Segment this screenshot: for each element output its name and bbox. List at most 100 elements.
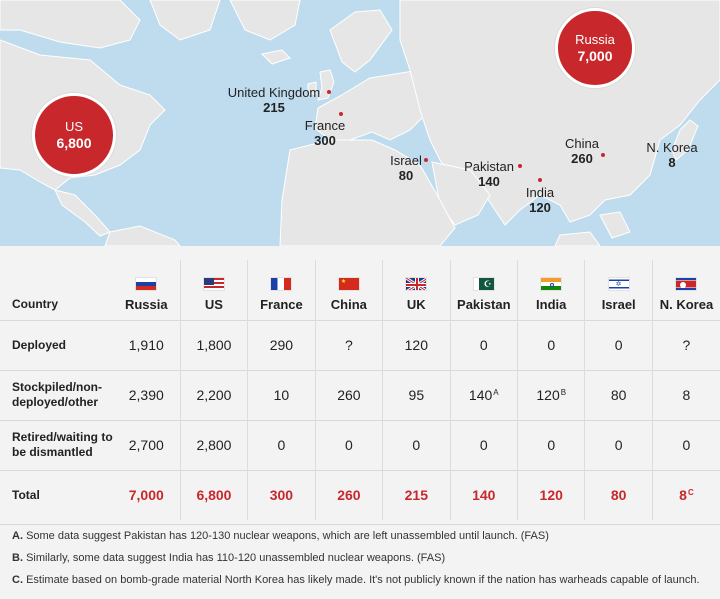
table-cell: 6,800 (179, 469, 248, 520)
country-name: US (204, 297, 223, 313)
map-label-india-name: India (525, 185, 555, 200)
map-label-pakistan-name: Pakistan (464, 159, 514, 174)
table-cell: 0 (314, 419, 383, 470)
cell-value: 140 (468, 387, 493, 403)
table-cell: 95 (382, 369, 451, 420)
table-cell: 10 (247, 369, 316, 420)
column-header-country: Country (12, 296, 58, 311)
row-label: Stockpiled/non-deployed/other (0, 369, 113, 420)
table-cell: 2,700 (112, 419, 181, 470)
map-label-pakistan: Pakistan 140 (460, 159, 518, 189)
flag-pakistan-icon: ☪ (472, 277, 495, 292)
table-row-total: Total 7,000 6,800 300 260 215 140 120 80… (0, 469, 720, 520)
map-dot-israel (424, 158, 428, 162)
flag-uk-icon (405, 277, 428, 292)
flag-china-icon: ★ (337, 277, 360, 292)
table-cell: 0 (449, 319, 518, 370)
table-cell: 140 (449, 469, 518, 520)
country-name: India (536, 297, 567, 313)
table-cell: ? (651, 319, 720, 370)
footnote-key: B. (12, 552, 23, 564)
country-name: Pakistan (457, 297, 511, 313)
country-name: N. Korea (659, 297, 714, 313)
table-cell: 7,000 (112, 469, 181, 520)
footnote-marker: B (560, 388, 567, 397)
map-label-india-count: 120 (529, 200, 551, 215)
table-cell: 215 (382, 469, 451, 520)
footnote-key: C. (12, 574, 23, 586)
cell-value: 8 (679, 487, 687, 504)
map-label-russia-name: Russia (575, 32, 615, 47)
footnote-b: B. Similarly, some data suggest India ha… (0, 547, 720, 569)
footnote-text: Some data suggest Pakistan has 120-130 n… (26, 530, 549, 542)
table-header-row: Country Russia US France ★ China (0, 260, 720, 320)
footnote-marker: A (493, 388, 499, 397)
column-header-uk: UK (382, 260, 451, 320)
table-cell: 80 (584, 469, 653, 520)
table-row-stockpiled: Stockpiled/non-deployed/other 2,390 2,20… (0, 369, 720, 420)
table-cell: 120 (516, 469, 585, 520)
map-label-us-name: US (64, 119, 84, 134)
footnote-text: Estimate based on bomb-grade material No… (26, 574, 700, 586)
table-cell: 0 (247, 419, 316, 470)
table-cell: 300 (247, 469, 316, 520)
arsenal-table-section: Country Russia US France ★ China (0, 246, 720, 599)
country-name: France (260, 297, 303, 313)
table-cell-with-note: 140A (449, 369, 518, 420)
table-cell: 8 (651, 369, 720, 420)
country-name: China (330, 297, 367, 313)
map-label-israel: Israel 80 (386, 153, 426, 183)
map-dot-uk (327, 90, 331, 94)
map-dot-pakistan (518, 164, 522, 168)
footnote-marker: C (687, 488, 694, 498)
table-cell: 0 (449, 419, 518, 470)
table-cell: 1,910 (112, 319, 181, 370)
map-label-china: China 260 (562, 136, 602, 166)
table-cell: 290 (247, 319, 316, 370)
table-cell: 80 (584, 369, 653, 420)
table-row-retired: Retired/waiting to be dismantled 2,700 2… (0, 419, 720, 470)
map-dot-china (601, 153, 605, 157)
map-label-nkorea-count: 8 (668, 155, 676, 170)
table-cell: 0 (584, 319, 653, 370)
table-cell: 120 (382, 319, 451, 370)
table-row-deployed: Deployed 1,910 1,800 290 ? 120 0 0 0 ? (0, 319, 720, 370)
map-label-russia-count: 7,000 (577, 48, 613, 64)
world-map: US 6,800 Russia 7,000 United Kingdom 215… (0, 0, 720, 246)
map-bubble-russia[interactable]: Russia 7,000 (555, 8, 635, 88)
table-cell: 1,800 (179, 319, 248, 370)
map-label-israel-count: 80 (398, 168, 414, 183)
map-label-uk-name: United Kingdom (227, 85, 321, 100)
map-label-france-name: France (304, 118, 346, 133)
table-cell: 2,200 (179, 369, 248, 420)
cell-value: 120 (536, 387, 560, 403)
footnote-c: C. Estimate based on bomb-grade material… (0, 569, 720, 591)
map-label-israel-name: Israel (390, 153, 422, 168)
map-dot-india (538, 178, 542, 182)
country-name: Israel (601, 297, 636, 313)
table-cell: ? (314, 319, 383, 370)
map-bubble-us[interactable]: US 6,800 (32, 93, 116, 177)
map-label-france-count: 300 (314, 133, 336, 148)
footnote-a: A. Some data suggest Pakistan has 120-13… (0, 525, 720, 547)
flag-russia-icon (135, 277, 158, 292)
map-label-nkorea: N. Korea 8 (642, 140, 702, 170)
land-masses (0, 0, 720, 246)
table-cell: 0 (382, 419, 451, 470)
table-cell: 0 (584, 419, 653, 470)
column-header-russia: Russia (113, 260, 180, 320)
column-header-nkorea: N. Korea (651, 260, 720, 320)
map-label-us-count: 6,800 (56, 135, 92, 151)
map-label-nkorea-name: N. Korea (646, 140, 698, 155)
column-header-israel: ✡ Israel (584, 260, 653, 320)
flag-us-icon (202, 277, 225, 292)
table-cell: 0 (516, 419, 585, 470)
map-label-india: India 120 (522, 185, 558, 215)
table-cell: 2,800 (179, 419, 248, 470)
row-label: Total (0, 469, 113, 520)
table-cell: 260 (314, 369, 383, 420)
arsenal-table: Country Russia US France ★ China (0, 260, 720, 520)
map-label-china-count: 260 (571, 151, 593, 166)
flag-india-icon (540, 277, 563, 292)
column-header-france: France (247, 260, 316, 320)
